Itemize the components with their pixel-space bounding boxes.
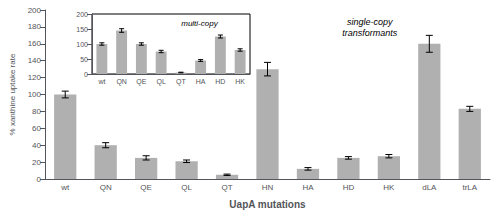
svg-text:single-copy: single-copy [347, 17, 393, 27]
svg-text:200: 200 [28, 6, 42, 15]
svg-text:HN: HN [262, 183, 274, 192]
svg-text:20: 20 [32, 158, 41, 167]
svg-text:HA: HA [196, 78, 206, 85]
svg-text:40: 40 [32, 141, 41, 150]
svg-text:0: 0 [37, 175, 42, 184]
svg-text:HK: HK [235, 78, 245, 85]
svg-text:100: 100 [28, 90, 42, 99]
svg-text:QL: QL [156, 78, 165, 86]
svg-text:50: 50 [80, 56, 88, 63]
svg-text:QL: QL [181, 183, 192, 192]
svg-text:QE: QE [140, 183, 152, 192]
svg-text:HD: HD [343, 183, 355, 192]
svg-text:trLA: trLA [462, 183, 477, 192]
svg-text:QN: QN [100, 183, 112, 192]
svg-text:QE: QE [136, 78, 146, 86]
svg-text:60: 60 [32, 124, 41, 133]
svg-text:100: 100 [76, 41, 88, 48]
svg-text:120: 120 [28, 73, 42, 82]
svg-text:140: 140 [28, 56, 42, 65]
svg-text:wt: wt [60, 183, 70, 192]
svg-text:HK: HK [383, 183, 395, 192]
svg-text:150: 150 [76, 26, 88, 33]
svg-text:80: 80 [32, 107, 41, 116]
svg-text:HA: HA [302, 183, 314, 192]
svg-text:dLA: dLA [422, 183, 437, 192]
svg-text:QT: QT [221, 183, 232, 192]
svg-text:HD: HD [215, 78, 225, 85]
svg-text:UapA mutations: UapA mutations [229, 199, 306, 210]
svg-text:180: 180 [28, 22, 42, 31]
svg-text:multi-copy: multi-copy [181, 19, 218, 28]
svg-text:QN: QN [116, 78, 127, 86]
svg-text:160: 160 [28, 39, 42, 48]
svg-text:200: 200 [76, 11, 88, 18]
svg-text:wt: wt [97, 78, 105, 85]
svg-text:% xanthine uptake rate: % xanthine uptake rate [8, 53, 17, 135]
svg-text:QT: QT [176, 78, 186, 86]
svg-text:transformants: transformants [342, 28, 398, 38]
svg-text:0: 0 [84, 71, 88, 78]
